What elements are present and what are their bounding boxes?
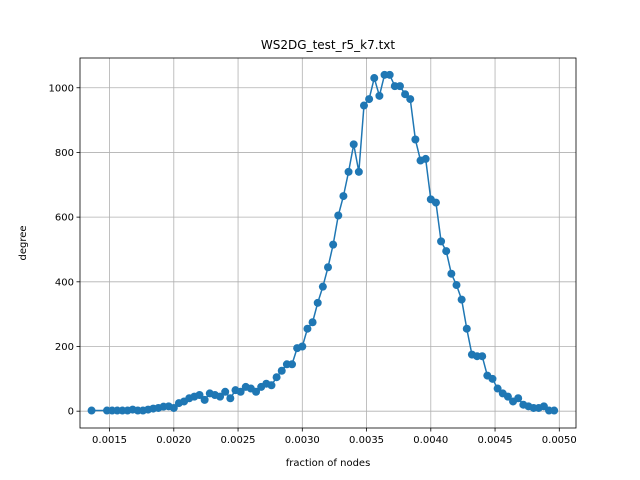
data-point bbox=[411, 135, 420, 144]
data-point bbox=[493, 384, 502, 393]
data-point bbox=[349, 140, 358, 149]
chart-title: WS2DG_test_r5_k7.txt bbox=[261, 38, 395, 52]
data-point bbox=[437, 237, 446, 246]
data-point bbox=[313, 298, 322, 307]
data-point bbox=[200, 395, 209, 404]
data-point bbox=[550, 406, 559, 415]
plot-frame bbox=[79, 57, 577, 429]
data-point bbox=[375, 91, 384, 100]
series-line bbox=[91, 74, 555, 412]
y-tick-label: 0 bbox=[68, 407, 74, 418]
y-tick-label: 600 bbox=[55, 213, 74, 224]
x-axis-label: fraction of nodes bbox=[286, 458, 371, 469]
data-point bbox=[216, 392, 225, 401]
data-point bbox=[447, 269, 456, 278]
data-point bbox=[462, 324, 471, 333]
data-point bbox=[221, 387, 230, 396]
data-point bbox=[324, 263, 332, 272]
data-point bbox=[272, 373, 281, 382]
data-point bbox=[329, 240, 338, 249]
data-point bbox=[252, 387, 261, 396]
data-point bbox=[452, 281, 461, 290]
data-point bbox=[169, 403, 178, 412]
data-point bbox=[370, 74, 379, 83]
data-point bbox=[503, 392, 512, 401]
tick-layer: 0.0015 0.0020 0.0025 0.0030 0.0035 0.0040 0.00… bbox=[49, 83, 577, 446]
data-point bbox=[344, 167, 353, 176]
data-point bbox=[226, 394, 235, 403]
x-tick-label: 0.0040 bbox=[413, 435, 448, 446]
series-layer bbox=[87, 70, 559, 415]
data-point bbox=[308, 318, 317, 327]
data-point bbox=[359, 101, 368, 110]
x-tick-label: 0.0035 bbox=[349, 435, 384, 446]
x-tick-label: 0.0025 bbox=[221, 435, 256, 446]
data-point bbox=[298, 342, 307, 351]
data-point bbox=[236, 387, 245, 396]
data-point bbox=[431, 198, 440, 207]
y-tick-label: 800 bbox=[55, 148, 74, 159]
x-tick-label: 0.0020 bbox=[156, 435, 191, 446]
data-point bbox=[288, 360, 297, 369]
x-tick-label: 0.0050 bbox=[542, 435, 577, 446]
data-point bbox=[385, 70, 394, 79]
y-tick-label: 1000 bbox=[49, 83, 74, 94]
x-tick-label: 0.0045 bbox=[478, 435, 513, 446]
data-point bbox=[442, 247, 451, 256]
data-point bbox=[514, 394, 523, 403]
data-point bbox=[318, 282, 327, 291]
y-tick-label: 200 bbox=[55, 342, 74, 353]
data-point bbox=[303, 324, 312, 333]
y-tick-label: 400 bbox=[55, 277, 74, 288]
data-point bbox=[354, 167, 363, 176]
x-tick-label: 0.0030 bbox=[285, 435, 320, 446]
data-point bbox=[277, 366, 286, 375]
data-point bbox=[334, 211, 343, 220]
data-point bbox=[401, 90, 410, 99]
x-tick-label: 0.0015 bbox=[92, 435, 127, 446]
data-point bbox=[395, 82, 404, 91]
data-point bbox=[195, 391, 204, 400]
y-axis-label: degree bbox=[18, 225, 29, 260]
data-point bbox=[478, 352, 487, 361]
data-point bbox=[365, 95, 374, 104]
grid-layer bbox=[80, 58, 576, 428]
data-point bbox=[87, 406, 96, 415]
data-point bbox=[421, 154, 430, 163]
data-point bbox=[339, 192, 348, 201]
data-point bbox=[457, 295, 466, 304]
data-point bbox=[406, 95, 415, 104]
data-point bbox=[267, 381, 276, 390]
data-point bbox=[488, 374, 497, 383]
